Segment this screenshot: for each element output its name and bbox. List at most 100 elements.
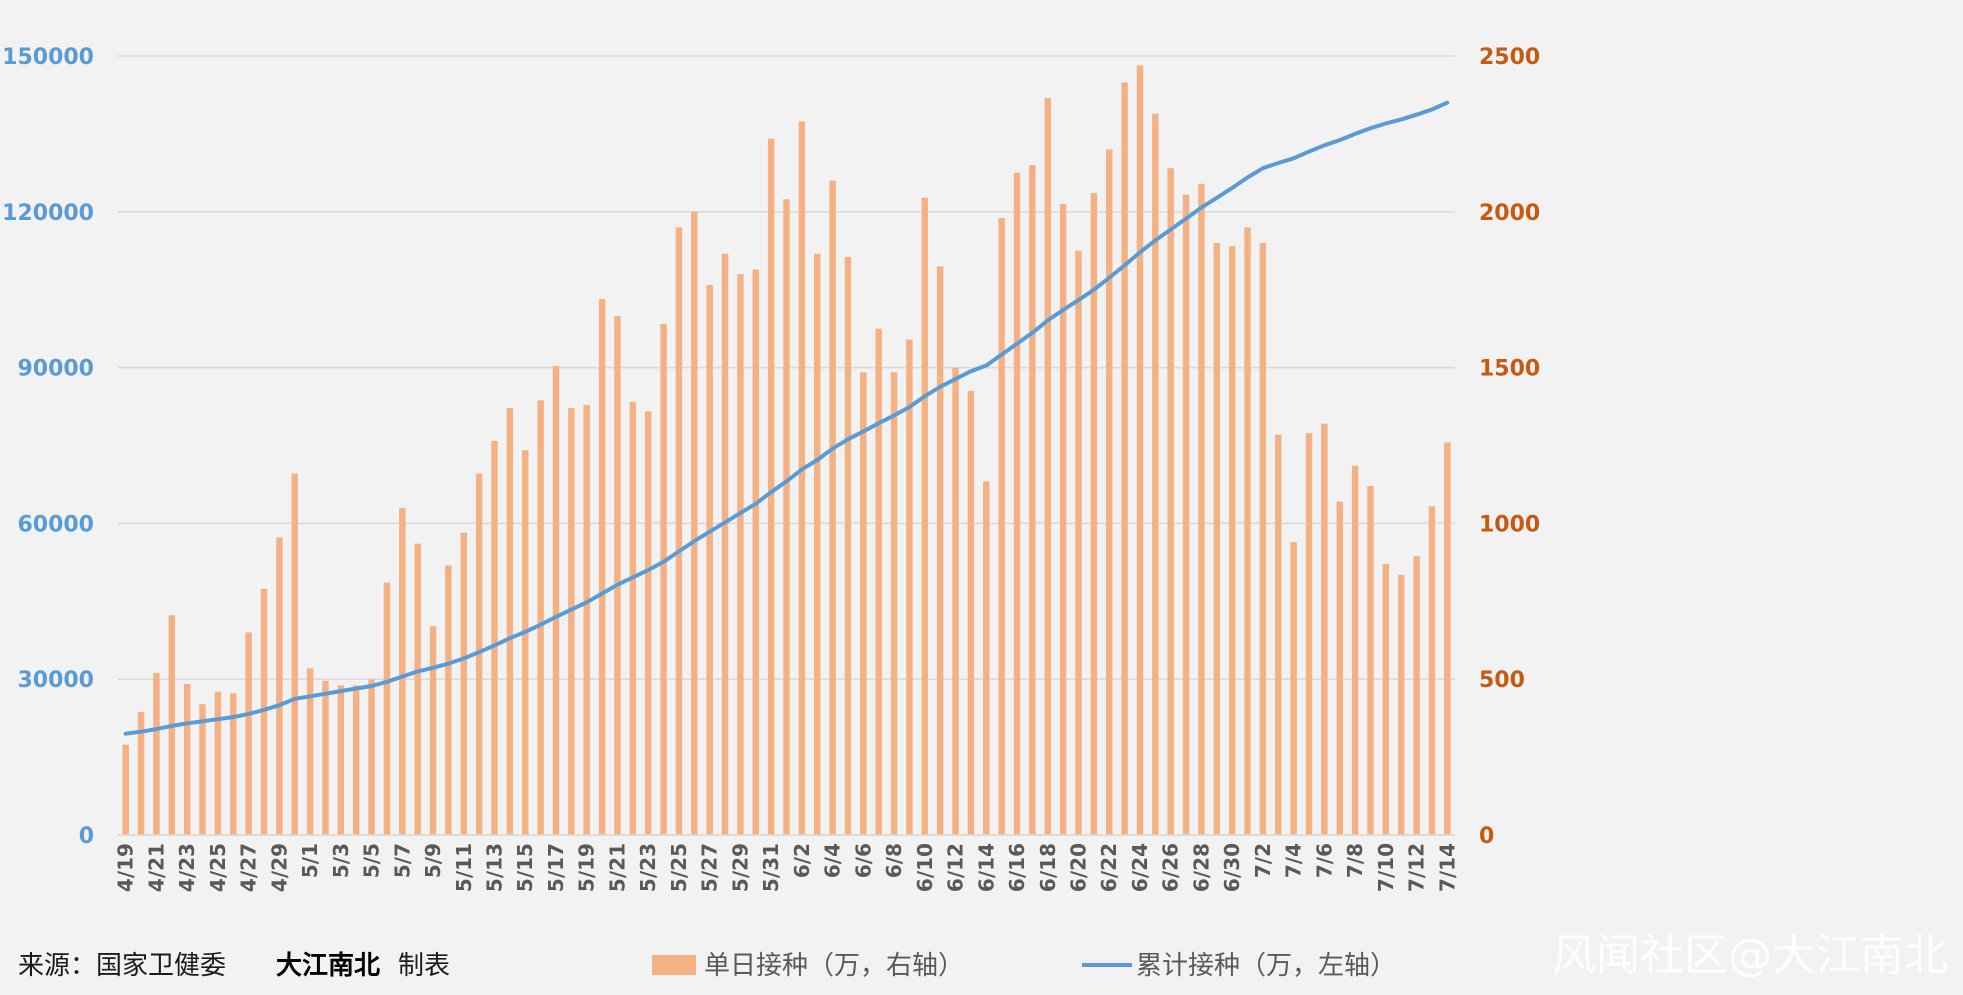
- bar: [306, 668, 314, 835]
- x-tick-label: 5/25: [667, 843, 691, 892]
- x-tick-label: 5/29: [728, 843, 752, 892]
- bar: [506, 408, 514, 835]
- x-tick-label: 5/27: [698, 843, 722, 892]
- x-tick-label: 5/17: [544, 843, 568, 892]
- x-tick-label: 4/27: [237, 843, 261, 892]
- x-tick-label: 5/23: [636, 843, 660, 892]
- x-tick-label: 6/4: [821, 843, 845, 878]
- left-tick-label: 60000: [17, 512, 94, 537]
- bar: [230, 693, 237, 835]
- watermark: 风闻社区@大江南北: [1552, 930, 1948, 981]
- bar: [1321, 423, 1328, 835]
- x-tick-label: 7/10: [1374, 843, 1398, 892]
- x-tick-label: 5/11: [452, 843, 476, 892]
- bar: [1444, 442, 1451, 835]
- bar: [706, 285, 713, 835]
- bars-layer: [122, 65, 1451, 836]
- bar: [814, 253, 821, 836]
- right-tick-label: 1500: [1479, 357, 1540, 382]
- bar: [260, 588, 268, 835]
- bar: [137, 711, 145, 835]
- x-tick-label: 7/4: [1282, 843, 1306, 878]
- bar: [983, 481, 990, 835]
- x-tick-label: 6/18: [1036, 843, 1060, 892]
- bar: [1044, 98, 1051, 836]
- bar: [1275, 434, 1282, 835]
- bar: [1244, 227, 1251, 835]
- right-tick-label: 500: [1479, 668, 1525, 693]
- legend: 单日接种（万，右轴） 累计接种（万，左轴）: [652, 951, 1396, 981]
- bar: [967, 390, 975, 835]
- bar: [767, 138, 775, 836]
- bar: [1075, 250, 1082, 835]
- bar: [122, 744, 129, 835]
- x-axis: 4/19 4/21 4/23 4/25 4/27 4/29 5/1 5/3 5/5 5/7 5/9 5…: [114, 834, 1459, 892]
- maker-name: 大江南北: [276, 951, 380, 981]
- bar: [1029, 165, 1036, 835]
- legend-bar-swatch: [652, 955, 696, 975]
- x-tick-label: 7/8: [1343, 843, 1367, 878]
- x-tick-label: 5/31: [759, 843, 783, 892]
- legend-line-label: 累计接种（万，左轴）: [1136, 951, 1396, 981]
- bar: [1105, 149, 1113, 836]
- bar: [1121, 82, 1128, 835]
- bar: [875, 328, 882, 835]
- bar: [1397, 574, 1405, 835]
- x-tick-label: 6/22: [1097, 843, 1121, 892]
- x-tick-label: 6/12: [944, 843, 968, 892]
- bar: [1013, 172, 1021, 836]
- x-tick-label: 7/14: [1435, 843, 1459, 892]
- bar: [737, 274, 744, 835]
- bar: [860, 372, 867, 835]
- right-tick-label: 2000: [1479, 201, 1540, 226]
- bar: [1351, 465, 1359, 835]
- bar: [568, 408, 575, 835]
- bar: [1336, 501, 1343, 835]
- bar: [1167, 168, 1174, 835]
- x-tick-label: 6/2: [790, 843, 814, 878]
- left-tick-label: 150000: [2, 45, 94, 70]
- bar: [1259, 242, 1267, 835]
- x-tick-label: 4/25: [206, 843, 230, 892]
- x-tick-label: 6/6: [851, 843, 875, 878]
- bar: [721, 253, 729, 836]
- bar: [936, 266, 944, 836]
- x-tick-label: 5/1: [298, 843, 322, 878]
- x-tick-label: 4/29: [267, 843, 291, 892]
- left-tick-label: 0: [79, 824, 94, 849]
- bar: [522, 450, 529, 835]
- bar: [322, 680, 329, 835]
- bar: [752, 269, 759, 835]
- bar: [1182, 194, 1190, 836]
- line-layer: [123, 100, 1450, 736]
- bar: [890, 372, 898, 835]
- left-tick-label: 30000: [17, 668, 94, 693]
- bar: [429, 626, 437, 835]
- x-tick-label: 4/23: [175, 843, 199, 892]
- bar: [291, 473, 298, 835]
- left-tick-label: 90000: [17, 357, 94, 382]
- bar: [829, 180, 836, 835]
- x-tick-label: 6/14: [974, 843, 998, 892]
- bar: [906, 339, 913, 835]
- bar: [1152, 113, 1159, 835]
- bar: [460, 532, 468, 835]
- bar: [598, 299, 606, 836]
- bar: [629, 401, 637, 835]
- bar: [1136, 65, 1144, 835]
- x-tick-label: 6/26: [1159, 843, 1183, 892]
- x-tick-label: 7/6: [1312, 843, 1336, 878]
- bar: [537, 400, 544, 835]
- bar: [583, 404, 590, 835]
- bar: [798, 121, 806, 836]
- x-tick-label: 5/9: [421, 843, 445, 878]
- bar: [675, 227, 683, 835]
- bar: [1382, 563, 1390, 835]
- x-tick-label: 7/12: [1405, 843, 1429, 892]
- x-tick-label: 5/5: [360, 843, 384, 878]
- bar: [998, 218, 1005, 836]
- bar: [337, 685, 345, 835]
- bar: [844, 256, 852, 835]
- bar: [1228, 246, 1236, 836]
